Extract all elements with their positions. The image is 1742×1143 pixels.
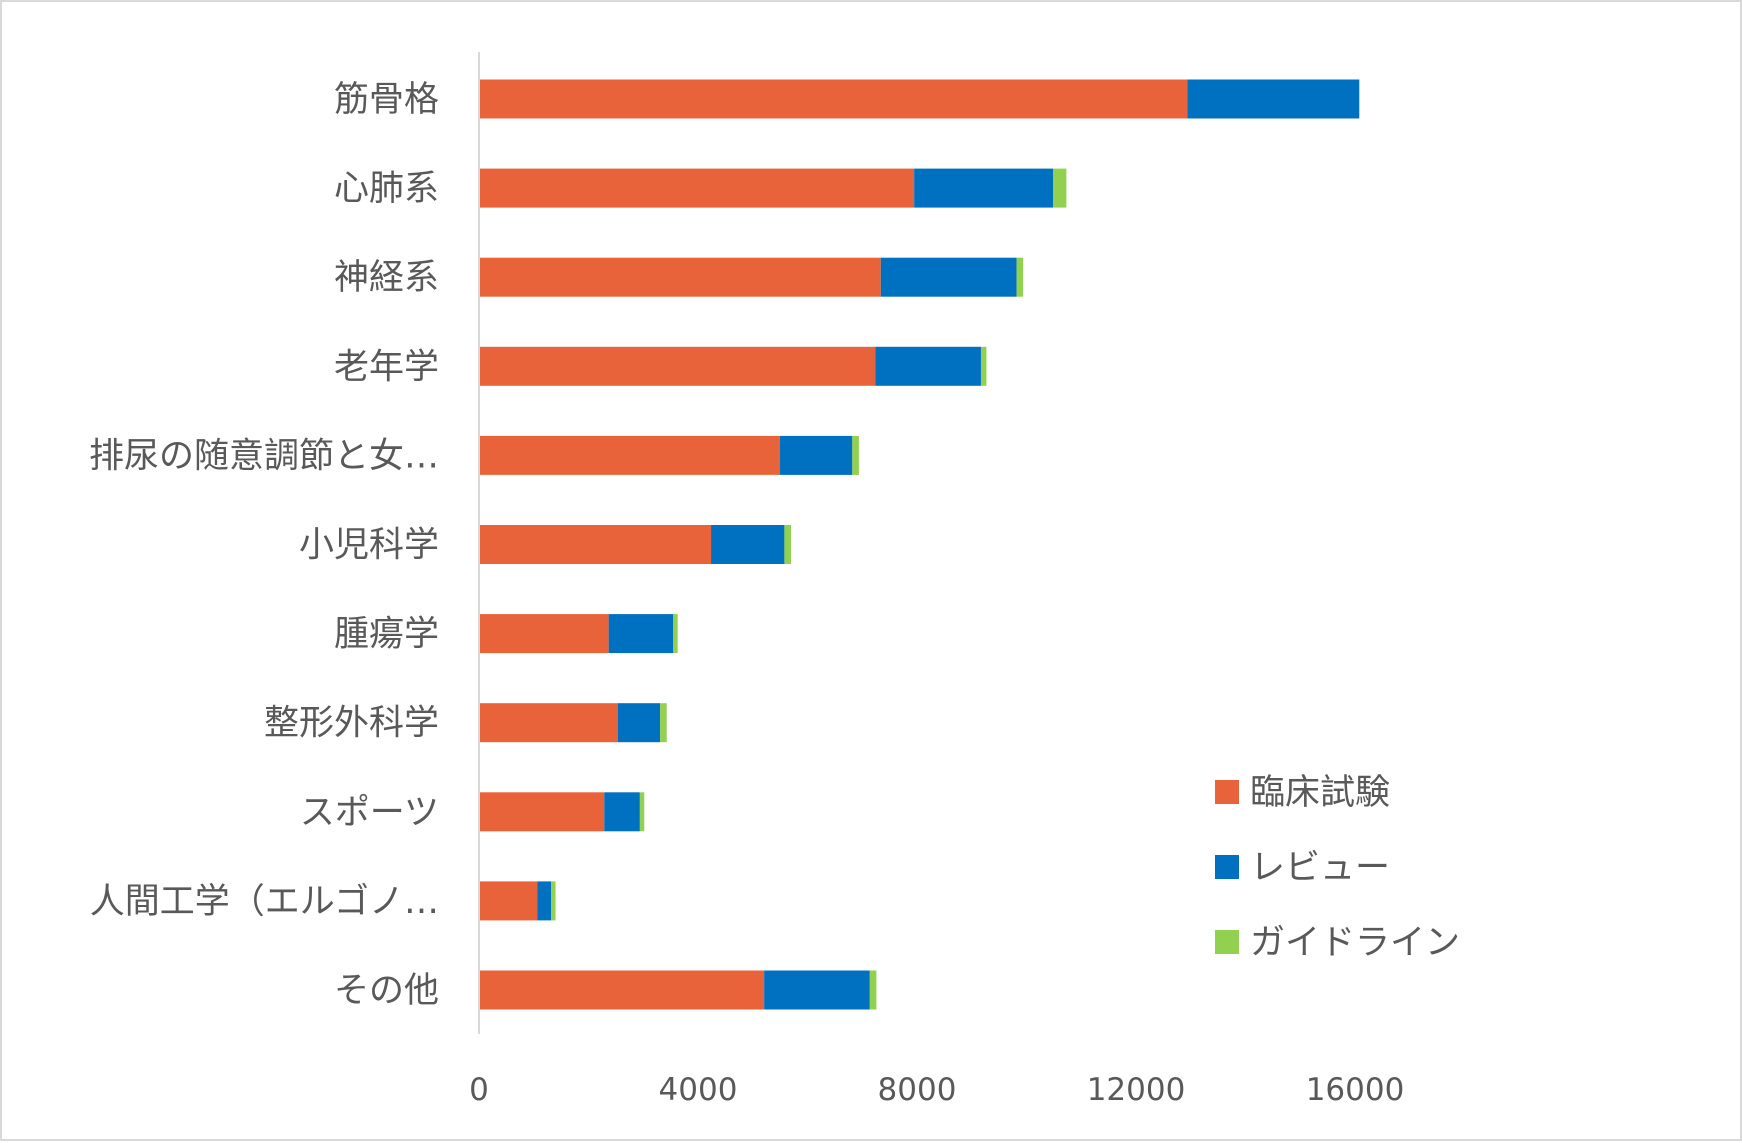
bar-guideline xyxy=(660,703,667,743)
bar-guideline xyxy=(869,970,877,1010)
bar-clinical-trial xyxy=(480,703,618,743)
x-tick-label: 4000 xyxy=(659,1072,738,1108)
bar-review xyxy=(617,703,661,743)
bar-guideline xyxy=(673,614,678,654)
category-label: 筋骨格 xyxy=(334,80,439,120)
bar-clinical-trial xyxy=(480,614,609,654)
bar-clinical-trial xyxy=(480,168,915,208)
bar-clinical-trial xyxy=(480,970,765,1010)
bar-review xyxy=(608,614,674,654)
legend-swatch xyxy=(1215,855,1239,879)
bar-guideline xyxy=(784,525,791,564)
bar-clinical-trial xyxy=(480,435,781,475)
bar-review xyxy=(914,168,1054,208)
bar-review xyxy=(1187,79,1360,119)
bar-guideline xyxy=(852,435,859,475)
bar-review xyxy=(880,257,1017,297)
category-label: 腫瘍学 xyxy=(334,615,439,655)
category-label: その他 xyxy=(334,971,439,1011)
bar-review xyxy=(875,346,981,386)
category-label: 人間工学（エルゴノ… xyxy=(90,882,439,922)
x-tick-label: 8000 xyxy=(878,1072,957,1108)
bar-review xyxy=(711,525,785,564)
bar-clinical-trial xyxy=(480,525,712,564)
bar-clinical-trial xyxy=(480,257,881,297)
bar-clinical-trial xyxy=(480,79,1188,119)
legend-swatch xyxy=(1215,780,1239,804)
category-label: 小児科学 xyxy=(299,526,439,566)
legend-label: ガイドライン xyxy=(1250,923,1460,963)
bar-review xyxy=(604,792,640,832)
x-tick-label: 0 xyxy=(469,1072,489,1108)
legend-label: レビュー xyxy=(1250,848,1390,888)
category-label: 神経系 xyxy=(334,258,439,298)
category-label: 心肺系 xyxy=(334,169,439,209)
legend-swatch xyxy=(1215,930,1239,954)
category-label: 老年学 xyxy=(334,347,439,387)
legend-label: 臨床試験 xyxy=(1250,773,1390,813)
bar-clinical-trial xyxy=(480,792,605,832)
bar-guideline xyxy=(639,792,645,832)
bar-review xyxy=(537,881,552,921)
x-tick-label: 16000 xyxy=(1306,1072,1405,1108)
bar-clinical-trial xyxy=(480,881,538,921)
bar-clinical-trial xyxy=(480,346,876,386)
category-label: 排尿の随意調節と女… xyxy=(89,436,439,476)
bar-guideline xyxy=(980,346,987,386)
x-tick-label: 12000 xyxy=(1087,1072,1186,1108)
category-label: 整形外科学 xyxy=(264,704,439,744)
category-label: スポーツ xyxy=(300,793,439,833)
bar-review xyxy=(764,970,870,1010)
bar-review xyxy=(780,435,853,475)
bar-guideline xyxy=(1053,168,1067,208)
bar-guideline xyxy=(1016,257,1024,297)
bar-guideline xyxy=(551,881,556,921)
